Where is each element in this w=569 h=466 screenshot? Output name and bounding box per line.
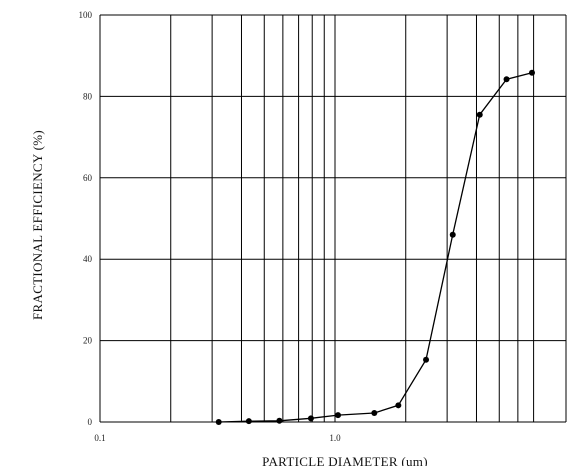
- y-tick-label: 40: [83, 254, 93, 264]
- y-tick-label: 0: [88, 417, 93, 427]
- data-point: [307, 415, 314, 422]
- data-point: [503, 76, 510, 83]
- data-point: [423, 356, 430, 363]
- y-tick-labels: 0 20 40 60 80 100: [79, 10, 93, 427]
- data-point: [335, 412, 342, 419]
- data-point: [528, 69, 535, 76]
- data-point: [449, 231, 456, 238]
- y-tick-label: 100: [79, 10, 93, 20]
- data-series: [215, 69, 535, 425]
- data-point: [395, 402, 402, 409]
- y-tick-label: 80: [83, 91, 93, 101]
- x-tick-label: 1.0: [329, 433, 341, 443]
- grid-lines: [99, 14, 567, 423]
- data-point: [371, 410, 378, 417]
- data-point: [276, 417, 283, 424]
- data-point: [476, 111, 483, 118]
- series-line: [218, 72, 533, 423]
- data-point: [245, 418, 252, 425]
- y-axis-label: FRACTIONAL EFFICIENCY (%): [30, 130, 45, 320]
- y-tick-label: 20: [83, 336, 93, 346]
- y-tick-label: 60: [83, 173, 93, 183]
- x-tick-label: 0.1: [94, 433, 105, 443]
- x-tick-labels: 0.1 1.0: [94, 433, 341, 443]
- data-point: [215, 419, 222, 425]
- x-axis-label: PARTICLE DIAMETER (um): [262, 454, 428, 466]
